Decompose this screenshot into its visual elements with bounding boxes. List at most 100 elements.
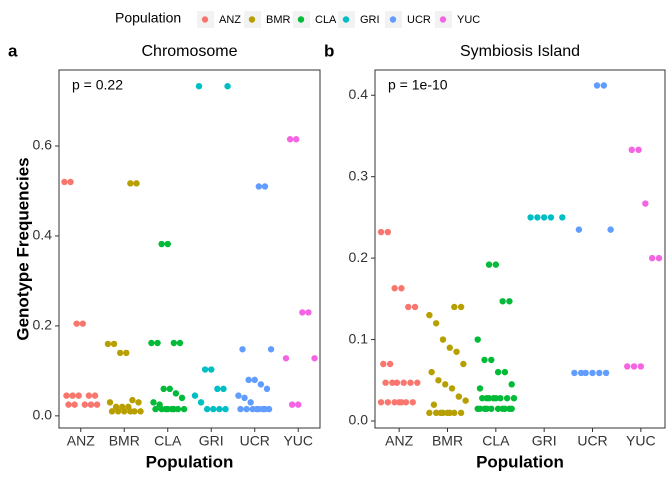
point	[170, 405, 178, 413]
plot-border	[58, 69, 321, 429]
point	[402, 399, 410, 406]
point	[148, 339, 155, 347]
point	[503, 394, 511, 402]
legend-label: CLA	[315, 14, 337, 26]
y-tick-label: 0.2	[349, 249, 369, 265]
point	[63, 392, 70, 399]
x-axis-title: Population	[476, 452, 564, 471]
point	[400, 379, 407, 386]
point	[261, 183, 269, 190]
point	[73, 320, 80, 327]
point	[389, 379, 396, 386]
point	[508, 381, 515, 388]
annotation: p = 0.22	[72, 77, 123, 93]
point	[382, 379, 389, 386]
y-tick-label: 0.0	[349, 412, 369, 428]
point	[398, 285, 405, 292]
point	[93, 401, 101, 408]
point	[488, 356, 495, 364]
y-tick-label: 0.0	[33, 407, 53, 423]
point	[220, 385, 227, 393]
point	[506, 298, 513, 305]
point	[510, 394, 518, 402]
point	[635, 146, 642, 154]
point	[222, 405, 229, 413]
legend-dot	[342, 16, 350, 23]
point	[311, 355, 318, 362]
point	[589, 369, 596, 377]
point	[432, 409, 440, 417]
point	[377, 399, 385, 406]
point	[547, 214, 555, 221]
point	[575, 226, 583, 233]
point	[428, 368, 435, 376]
point	[243, 405, 250, 413]
x-tick-label: ANZ	[67, 433, 95, 449]
x-axis-title: Population	[146, 452, 234, 471]
legend-dot	[297, 16, 305, 23]
y-tick-label: 0.4	[33, 227, 53, 243]
point	[494, 405, 502, 412]
point	[655, 254, 663, 262]
point	[245, 376, 252, 384]
point	[267, 346, 275, 353]
point	[191, 392, 199, 399]
point	[492, 394, 500, 402]
point	[110, 340, 118, 348]
point	[81, 401, 89, 408]
x-tick-label: BMR	[109, 433, 140, 449]
point	[288, 401, 296, 408]
point	[197, 399, 205, 406]
panel-label: b	[324, 41, 334, 60]
point	[299, 309, 306, 316]
point	[216, 405, 223, 413]
point	[476, 385, 484, 392]
point	[593, 82, 601, 89]
point	[286, 136, 294, 143]
legend-title: Population	[115, 10, 181, 26]
point	[407, 379, 414, 386]
point	[457, 409, 465, 417]
point	[483, 405, 490, 412]
point	[150, 399, 157, 406]
point	[455, 393, 463, 400]
point	[67, 178, 74, 186]
point	[170, 339, 178, 347]
point	[69, 392, 76, 399]
point	[628, 146, 635, 154]
point	[414, 379, 421, 386]
point	[158, 405, 165, 413]
point	[91, 392, 99, 399]
point	[251, 376, 258, 384]
x-tick-label: GRI	[199, 433, 224, 449]
point	[257, 381, 265, 388]
point	[305, 309, 312, 316]
point	[239, 346, 246, 353]
point	[176, 339, 184, 347]
y-tick-label: 0.6	[33, 137, 53, 153]
point	[166, 385, 173, 393]
point	[127, 180, 134, 187]
point	[295, 401, 302, 408]
point	[263, 385, 271, 393]
point	[426, 409, 433, 417]
plot-border	[374, 69, 666, 429]
point	[540, 214, 548, 221]
annotation: p = 1e-10	[388, 77, 448, 93]
point	[65, 401, 72, 408]
point	[624, 363, 631, 370]
point	[501, 368, 509, 376]
point	[247, 399, 254, 406]
point	[114, 408, 122, 415]
point	[85, 392, 93, 399]
point	[380, 360, 387, 368]
point	[453, 348, 460, 355]
point	[439, 409, 447, 417]
point	[494, 368, 502, 376]
point	[208, 366, 215, 373]
point	[255, 183, 263, 190]
point	[261, 405, 269, 413]
point	[446, 344, 453, 351]
point	[384, 228, 392, 236]
legend-label: GRI	[360, 14, 380, 26]
